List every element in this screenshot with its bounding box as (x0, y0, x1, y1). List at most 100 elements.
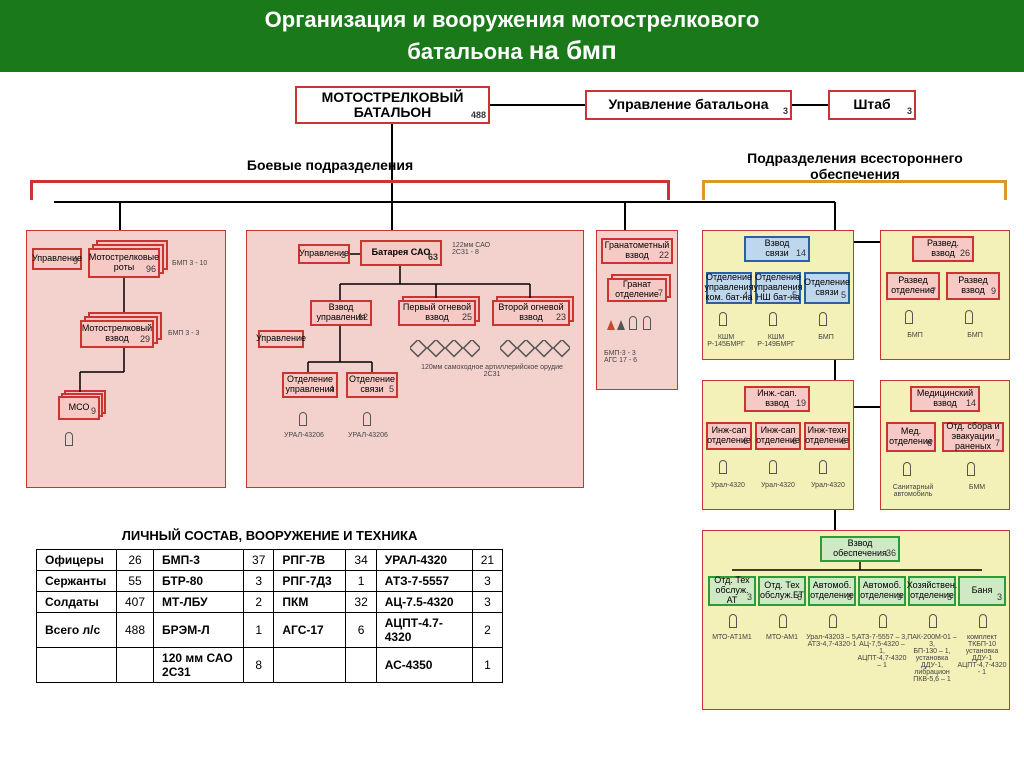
r3-cap1: МТО-АТ1М1 (706, 634, 758, 641)
r2b-title-label: Медицинский взвод (917, 389, 973, 409)
r1a-title-label: Взвод связи (765, 239, 790, 259)
bullet-icon-ural1 (296, 412, 310, 431)
r1a-c1: Отделение управления ком. бат-на4 (706, 272, 752, 304)
pm-gr-n: 22 (659, 251, 669, 261)
r2a-title-n: 19 (796, 399, 806, 409)
pl1-upr: Управление9 (32, 248, 82, 270)
r1a-title-n: 14 (796, 249, 806, 259)
r2a-title-label: Инж.-сап. взвод (757, 389, 797, 409)
bullet-r2b2 (964, 462, 978, 481)
pl1-mso: МСО9 (58, 396, 100, 420)
pl1-roty-n: 96 (146, 265, 156, 275)
r2a-cap3: Урал-4320 (804, 482, 852, 489)
gun-icons-p2 (500, 340, 570, 365)
pl2-ou-n: 4 (329, 385, 334, 395)
box-main: МОТОСТРЕЛКОВЫЙ БАТАЛЬОН 488 (295, 86, 490, 124)
pl2-ou: Отделение управления4 (282, 372, 338, 398)
pl2-p2-label: Второй огневой взвод (498, 303, 563, 323)
pl2-upr2-label: Управление (256, 334, 306, 344)
r1a-cap1: КШМ Р-145БМРГ (702, 334, 750, 348)
r2a-c2: Инж-сап отделение6 (755, 422, 801, 450)
pl2-os: Отделение связи5 (346, 372, 398, 398)
r2a-c2-n: 6 (792, 437, 797, 447)
pl2-cap-u1: УРАЛ-43206 (284, 432, 324, 439)
pl2-cap-u2: УРАЛ-43206 (348, 432, 388, 439)
r2a-cap2: Урал-4320 (754, 482, 802, 489)
r1a-c2: Отделение управления НШ бат-на5 (755, 272, 801, 304)
vehicle-icons-r1a (716, 312, 730, 331)
r1b-title-label: Развед. взвод (927, 239, 959, 259)
tripod-icons (606, 316, 654, 335)
r2b-c2-label: Отд. сбора и эвакуации раненых (946, 422, 999, 452)
r3-cap5: ПАК-200М-01 – 3, БП-130 – 1, установка Д… (906, 634, 958, 683)
r1a-c3-n: 5 (841, 291, 846, 301)
r1a-cap3: БМП (802, 334, 850, 341)
pm-cap: БМП-3 - 3 АГС 17 - 6 (604, 350, 637, 364)
r1b-c1: Развед отделение7 (886, 272, 940, 300)
pl1-vzvod-n: 29 (140, 335, 150, 345)
title-bar: Организация и вооружения мотострелкового… (0, 0, 1024, 72)
r3-cap3: Урал-43203 – 5, АТЗ-4,7-4320-1 (806, 634, 858, 648)
bullet-r3-3 (826, 614, 840, 633)
r2b-c2-n: 7 (995, 439, 1000, 449)
pm-go: Гранат отделение7 (607, 278, 667, 302)
box-hq: Штаб 3 (828, 90, 916, 120)
pm-go-label: Гранат отделение (615, 280, 659, 300)
table-title: ЛИЧНЫЙ СОСТАВ, ВООРУЖЕНИЕ И ТЕХНИКА (36, 528, 503, 543)
mgmt-count: 3 (783, 107, 788, 117)
r1b-title-n: 26 (960, 249, 970, 259)
pl2-cap-bat: 122мм САО 2С31 - 8 (452, 242, 490, 256)
r3-c6: Баня3 (958, 576, 1006, 606)
pl2-bat-n: 63 (428, 253, 438, 263)
r1a-title: Взвод связи 14 (744, 236, 810, 262)
r1b-c1-n: 7 (931, 287, 936, 297)
vehicle-icons-r1a2 (766, 312, 780, 331)
bullet-icon-ural2 (360, 412, 374, 431)
r1b-c2: Развед взвод 9 (946, 272, 1000, 300)
r1b-c2-n: 9 (991, 287, 996, 297)
r2b-c1-n: 6 (927, 439, 932, 449)
r3-c2: Отд. Тех обслуж.БТ6 (758, 576, 806, 606)
r3-title-n: 36 (886, 549, 896, 559)
r1b-c2-label: Развед взвод (958, 276, 987, 296)
r2b-cap1: Санитарный автомобиль (880, 484, 946, 498)
pl2-vu-n: 12 (358, 313, 368, 323)
r2b-cap2: БММ (952, 484, 1002, 491)
r3-c5: Хозяйствен. отделение5 (908, 576, 956, 606)
title-line2b: на бмп (529, 35, 617, 65)
pl1-mso-label: МСО (69, 403, 90, 413)
main-label: МОТОСТРЕЛКОВЫЙ БАТАЛЬОН (322, 90, 464, 121)
r3-c1: Отд. Тех обслуж. АТ3 (708, 576, 756, 606)
equipment-table: ЛИЧНЫЙ СОСТАВ, ВООРУЖЕНИЕ И ТЕХНИКА Офиц… (36, 528, 503, 683)
r1a-c1-n: 4 (743, 291, 748, 301)
pl2-p2: Второй огневой взвод23 (492, 300, 570, 326)
pl1-vzvod: Мотострелковый взвод29 (80, 320, 154, 348)
bullet-r3-4 (876, 614, 890, 633)
title-line1: Организация и вооружения мотострелкового (265, 7, 760, 32)
bullet-r2b1 (900, 462, 914, 481)
pl2-p2-n: 23 (556, 313, 566, 323)
r2a-c1: Инж-сап отделение6 (706, 422, 752, 450)
r1b-cap2: БМП (950, 332, 1000, 339)
pl2-upr-n: 3 (341, 251, 346, 261)
bullet-r2a3 (816, 460, 830, 479)
box-mgmt: Управление батальона 3 (585, 90, 792, 120)
hq-label: Штаб (853, 97, 890, 112)
bullet-r3-1 (726, 614, 740, 633)
mgmt-label: Управление батальона (609, 97, 769, 112)
equipment-table-body: Офицеры26БМП-337РПГ-7В34УРАЛ-432021Сержа… (36, 549, 503, 683)
bullet-r2a2 (766, 460, 780, 479)
r2a-c1-n: 6 (743, 437, 748, 447)
section-right-label: Подразделения всестороннего обеспечения (705, 150, 1005, 182)
gun-icons-p1 (410, 340, 480, 365)
pl2-cap-gun: 120мм самоходное артиллерийское орудие 2… (412, 364, 572, 378)
pl2-ou-label: Отделение управления (285, 375, 334, 395)
r2b-c1: Мед. отделение6 (886, 422, 936, 452)
section-left-label: Боевые подразделения (190, 157, 470, 173)
title-line2a: батальона (407, 39, 528, 64)
bullet-r3-2 (776, 614, 790, 633)
pl2-upr2: Управление (258, 330, 304, 348)
bullet-r3-6 (976, 614, 990, 633)
r2a-c3: Инж-техн отделение6 (804, 422, 850, 450)
pl1-cap-roty: БМП 3 - 10 (172, 260, 207, 267)
